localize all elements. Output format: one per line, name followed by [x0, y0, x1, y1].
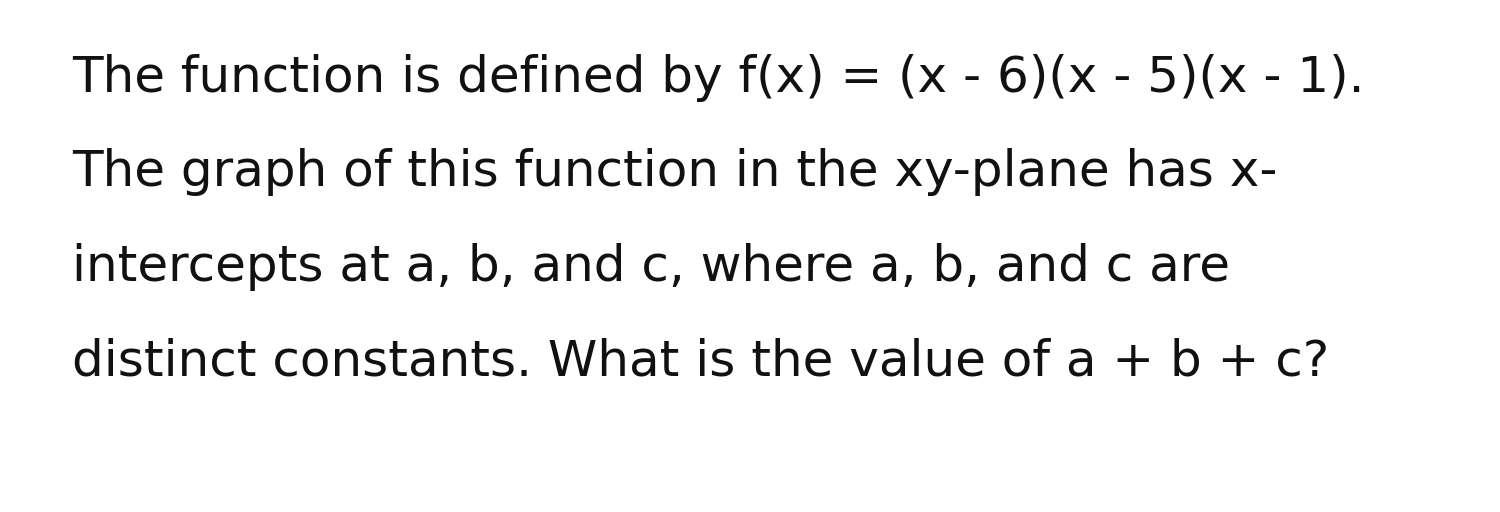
Text: distinct constants. What is the value of a + b + c?: distinct constants. What is the value of…	[72, 338, 1329, 386]
Text: The graph of this function in the xy-plane has x-: The graph of this function in the xy-pla…	[72, 148, 1278, 197]
Text: The function is defined by f(x) = (x - 6)(x - 5)(x - 1).: The function is defined by f(x) = (x - 6…	[72, 54, 1365, 102]
Text: intercepts at a, b, and c, where a, b, and c are: intercepts at a, b, and c, where a, b, a…	[72, 243, 1230, 291]
